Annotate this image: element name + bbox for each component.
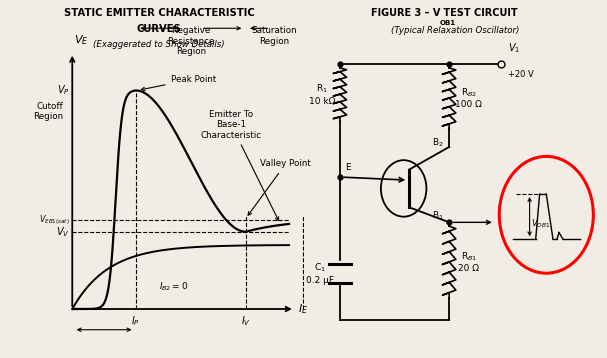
- Text: Valley Point: Valley Point: [248, 159, 311, 215]
- Text: $V_E$: $V_E$: [73, 33, 88, 47]
- Text: R$_{B2}$
100 Ω: R$_{B2}$ 100 Ω: [455, 87, 483, 110]
- Text: +20 V: +20 V: [509, 70, 534, 79]
- Text: $I_{B2} = 0$: $I_{B2} = 0$: [158, 280, 188, 292]
- Text: R$_1$
10 kΩ: R$_1$ 10 kΩ: [308, 83, 335, 106]
- Text: $I_V$: $I_V$: [241, 315, 251, 328]
- Text: E: E: [345, 163, 351, 172]
- Text: (Typical Relaxation Oscillator): (Typical Relaxation Oscillator): [391, 26, 520, 35]
- Text: STATIC EMITTER CHARACTERISTIC: STATIC EMITTER CHARACTERISTIC: [64, 8, 254, 18]
- Text: $V_1$: $V_1$: [509, 41, 521, 55]
- Text: (Exaggerated to Show Details): (Exaggerated to Show Details): [93, 40, 225, 49]
- Text: Peak Point: Peak Point: [141, 74, 215, 91]
- Text: $V_{EB1(sat)}$: $V_{EB1(sat)}$: [39, 214, 69, 227]
- Text: R$_{B1}$
20 Ω: R$_{B1}$ 20 Ω: [458, 251, 480, 274]
- Text: OB1: OB1: [440, 20, 456, 26]
- Text: $V_{OB1}$: $V_{OB1}$: [531, 218, 550, 231]
- Text: $I_P$: $I_P$: [131, 315, 140, 328]
- Text: CURVES: CURVES: [137, 24, 181, 34]
- Text: Negative
Resistance
Region: Negative Resistance Region: [167, 26, 214, 56]
- Text: B$_2$: B$_2$: [432, 136, 444, 149]
- Text: B$_1$: B$_1$: [432, 209, 444, 222]
- Text: FIGURE 3 – V: FIGURE 3 – V: [371, 8, 440, 18]
- Text: Emitter To
Base-1
Characteristic: Emitter To Base-1 Characteristic: [201, 110, 279, 221]
- Text: TEST CIRCUIT: TEST CIRCUIT: [440, 8, 518, 18]
- Text: $V_P$: $V_P$: [56, 83, 69, 97]
- Text: Cutoff
Region: Cutoff Region: [33, 102, 64, 121]
- Text: $V_V$: $V_V$: [56, 225, 69, 239]
- Text: $I_E$: $I_E$: [297, 302, 308, 316]
- Text: Saturation
Region: Saturation Region: [252, 26, 297, 46]
- Text: C$_1$
0.2 μF: C$_1$ 0.2 μF: [306, 262, 334, 285]
